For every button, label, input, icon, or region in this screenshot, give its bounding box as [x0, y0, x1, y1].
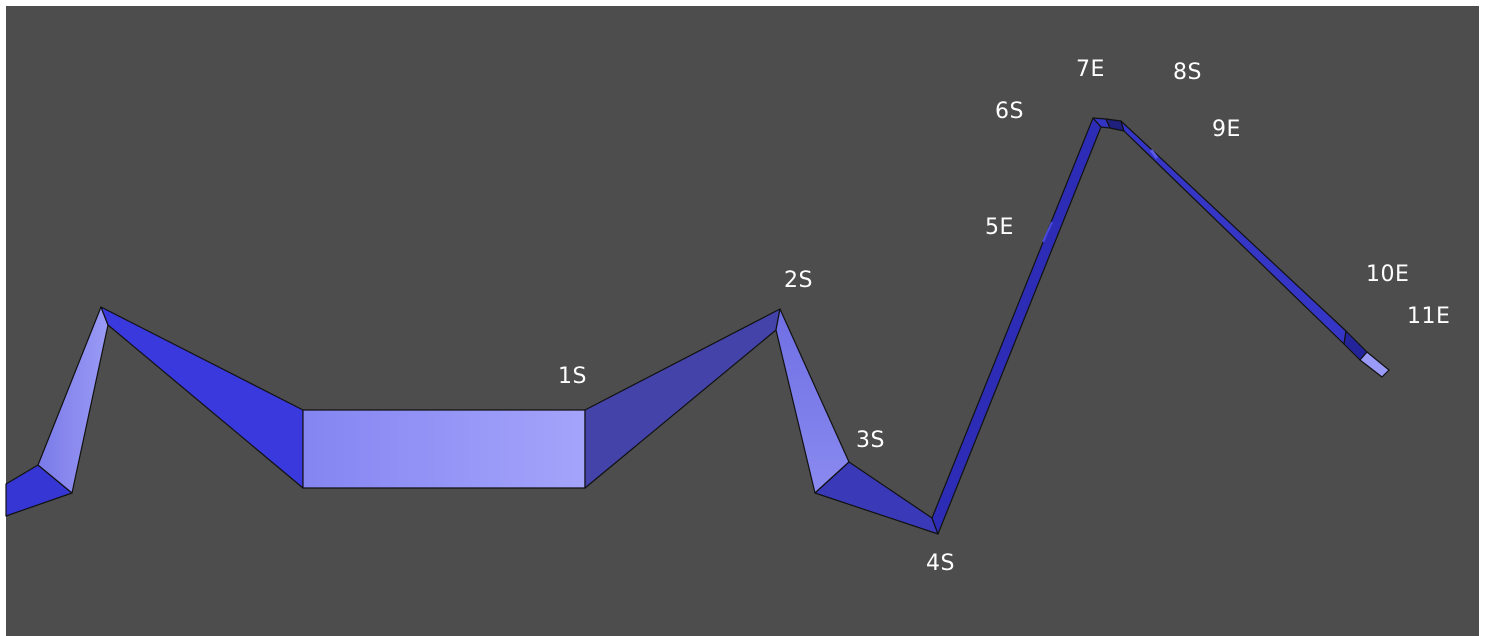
segment-label-7e: 7E [1076, 57, 1105, 82]
segment-label-8s: 8S [1173, 60, 1202, 85]
segment-label-2s: 2S [784, 268, 813, 293]
ribbon-face-1s [302, 409, 586, 489]
ribbon-face-11e [1359, 351, 1390, 378]
segment-label-6s: 6S [995, 99, 1024, 124]
segment-label-5e: 5E [985, 215, 1014, 240]
segment-label-4s: 4S [926, 551, 955, 576]
segment-label-9e: 9E [1212, 117, 1241, 142]
ribbon-edge-5e-highlight [1042, 221, 1053, 243]
segment-label-1s: 1S [558, 364, 587, 389]
segment-label-3s: 3S [856, 428, 885, 453]
segment-label-11e: 11E [1407, 304, 1450, 329]
segment-label-10e: 10E [1366, 262, 1409, 287]
viewport-background [6, 6, 1479, 636]
ribbon-edge-9e-highlight [1149, 149, 1159, 159]
